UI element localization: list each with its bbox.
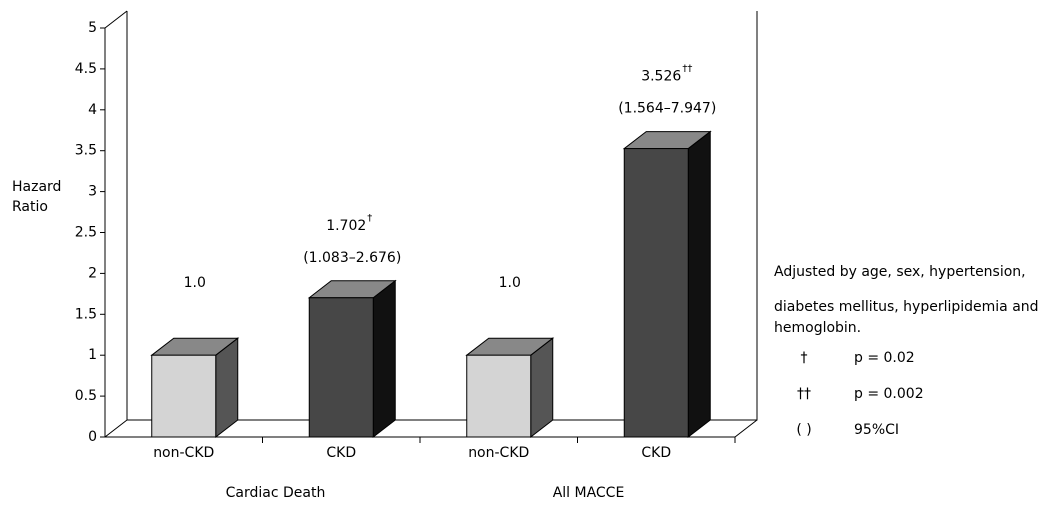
value-label: 1.702 xyxy=(326,218,366,234)
value-label: 3.526 xyxy=(641,69,681,85)
note: hemoglobin. xyxy=(774,320,861,336)
group-label: Cardiac Death xyxy=(226,485,326,501)
y-tick-label: 3 xyxy=(88,184,97,200)
bar-front xyxy=(151,354,217,438)
y-tick-label: 0.5 xyxy=(75,388,97,404)
bar xyxy=(465,337,555,439)
bar-side xyxy=(687,130,711,439)
legend-symbol: †† xyxy=(797,386,811,402)
bar xyxy=(307,279,397,439)
y-tick-label: 2.5 xyxy=(75,225,97,241)
legend-text: 95%CI xyxy=(854,422,899,438)
y-tick-label: 1 xyxy=(88,347,97,363)
legend-text: p = 0.02 xyxy=(854,350,915,366)
legend-symbol: † xyxy=(801,350,808,366)
y-tick-label: 3.5 xyxy=(75,143,97,159)
x-tick-label: non-CKD xyxy=(153,445,214,461)
significance-mark: † xyxy=(367,213,372,224)
ci-label: (1.564–7.947) xyxy=(618,101,716,117)
bar-front xyxy=(466,354,532,438)
y-tick-label: 4 xyxy=(88,102,97,118)
y-axis-label: Hazard Ratio xyxy=(12,179,61,215)
y-axis xyxy=(104,10,128,437)
x-tick-label: CKD xyxy=(641,445,671,461)
y-tick-label: 2 xyxy=(88,265,97,281)
bar-side xyxy=(372,279,396,439)
bar-front xyxy=(623,148,689,438)
group-label: All MACCE xyxy=(553,485,625,501)
bar xyxy=(150,337,240,439)
bar xyxy=(622,130,712,439)
note: diabetes mellitus, hyperlipidemia and xyxy=(774,299,1039,315)
y-tick-label: 0 xyxy=(88,429,97,445)
significance-mark: †† xyxy=(682,64,692,75)
note: Adjusted by age, sex, hypertension, xyxy=(774,264,1026,280)
x-tick-label: non-CKD xyxy=(468,445,529,461)
back-wall xyxy=(126,11,758,421)
value-label: 1.0 xyxy=(184,275,206,291)
value-label: 1.0 xyxy=(499,275,521,291)
bar-front xyxy=(308,297,374,438)
y-tick-label: 1.5 xyxy=(75,306,97,322)
x-tick-label: CKD xyxy=(326,445,356,461)
y-tick-label: 4.5 xyxy=(75,61,97,77)
legend-symbol: ( ) xyxy=(796,422,811,438)
ci-label: (1.083–2.676) xyxy=(303,250,401,266)
y-tick-label: 5 xyxy=(88,20,97,36)
legend-text: p = 0.002 xyxy=(854,386,924,402)
